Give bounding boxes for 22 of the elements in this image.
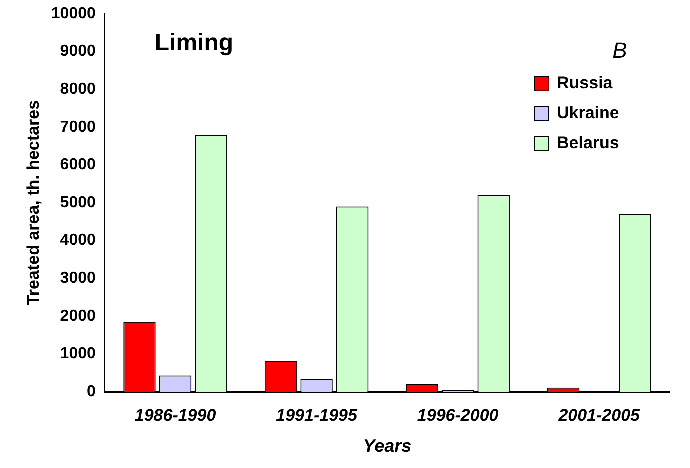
legend-label: Ukraine xyxy=(557,104,620,123)
y-tick-label: 6000 xyxy=(60,156,96,174)
y-tick-label: 1000 xyxy=(60,346,96,363)
x-tick-label: 2001-2005 xyxy=(558,406,641,425)
y-tick-label: 2000 xyxy=(60,308,96,325)
y-tick-label: 4000 xyxy=(60,232,96,250)
y-tick-label: 10000 xyxy=(51,5,96,22)
annotation: B xyxy=(612,38,628,64)
y-tick-label: 8000 xyxy=(60,81,96,98)
y-tick-label: 9000 xyxy=(60,43,96,60)
legend-label: Belarus xyxy=(557,134,620,153)
y-axis-title: Treated area, th. hectares xyxy=(24,100,43,306)
x-tick-label: 1996-2000 xyxy=(417,406,500,425)
x-axis-title: Years xyxy=(363,436,412,456)
y-tick-label: 0 xyxy=(86,383,96,400)
legend-label: Russia xyxy=(557,74,614,93)
y-tick-label: 3000 xyxy=(60,270,96,288)
x-tick-label: 1986-1990 xyxy=(134,406,217,425)
x-tick-label: 1991-1995 xyxy=(276,406,358,425)
text: Liming xyxy=(154,30,234,57)
y-tick-label: 5000 xyxy=(60,194,96,212)
y-tick-label: 7000 xyxy=(60,118,96,136)
